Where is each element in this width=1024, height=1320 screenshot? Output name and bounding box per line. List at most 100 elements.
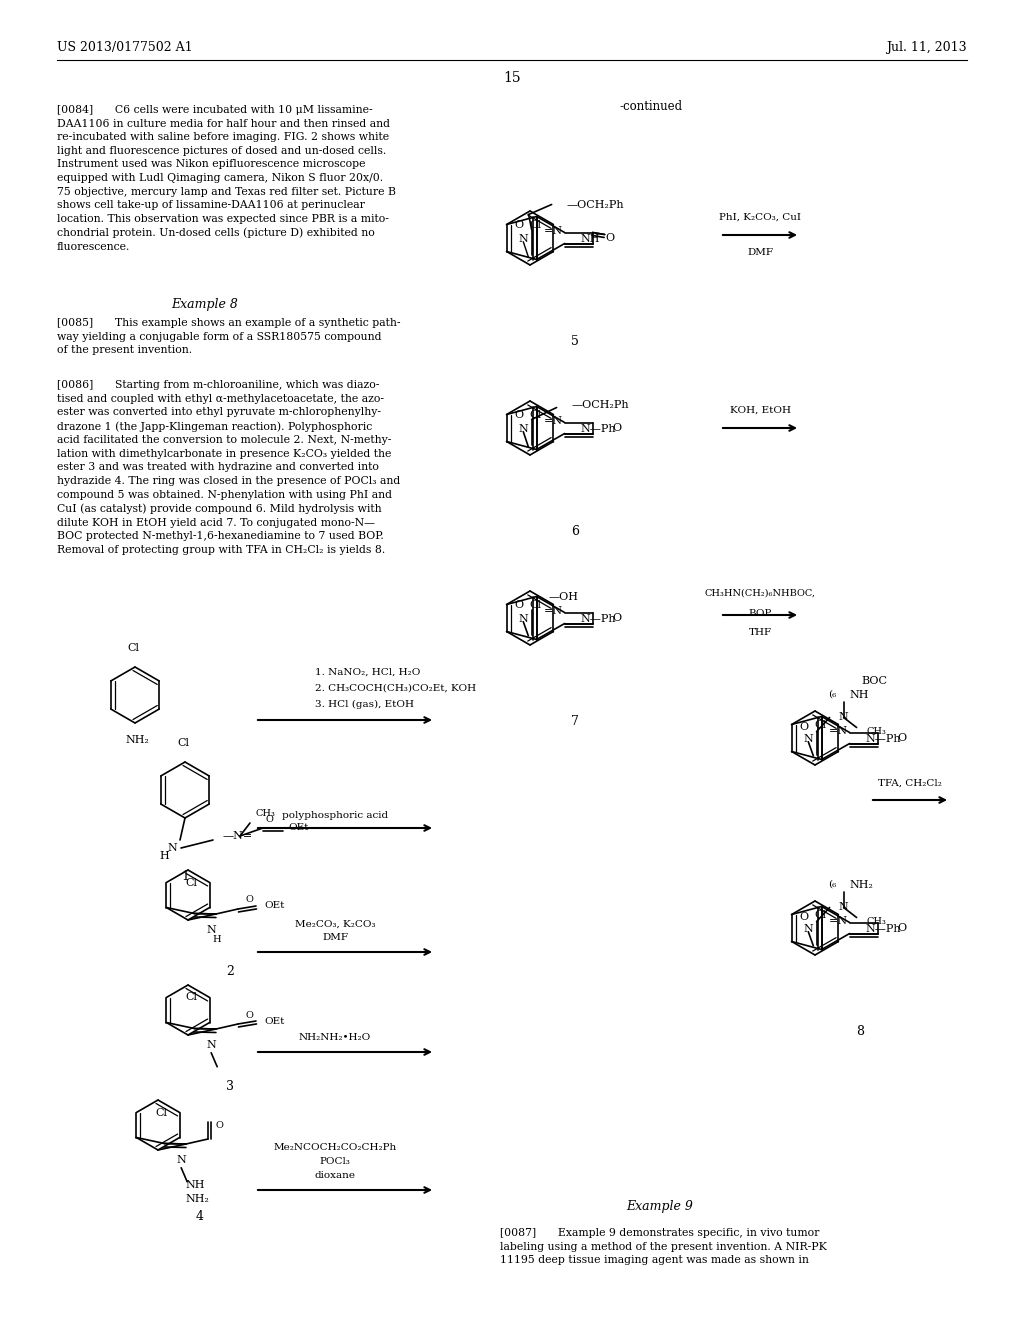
Text: THF: THF	[749, 628, 771, 638]
Text: Cl: Cl	[177, 738, 189, 748]
Text: NH₂: NH₂	[850, 879, 873, 890]
Text: N—Ph: N—Ph	[865, 734, 901, 743]
Text: N: N	[206, 1040, 216, 1049]
Text: O: O	[800, 912, 809, 921]
Text: Cl: Cl	[185, 878, 198, 887]
Text: [0086]  Starting from m-chloroaniline, which was diazo-
tised and coupled with e: [0086] Starting from m-chloroaniline, wh…	[57, 380, 400, 554]
Text: OEt: OEt	[264, 902, 285, 911]
Text: PhI, K₂CO₃, CuI: PhI, K₂CO₃, CuI	[719, 213, 801, 222]
Text: NH₂: NH₂	[125, 735, 148, 744]
Text: O: O	[514, 599, 523, 610]
Text: CH₃HN(CH₂)₆NHBOC,: CH₃HN(CH₂)₆NHBOC,	[705, 589, 815, 598]
Text: O: O	[246, 1011, 254, 1019]
Text: —N=: —N=	[223, 832, 253, 841]
Text: N: N	[518, 614, 528, 624]
Text: O: O	[898, 733, 906, 743]
Text: 2: 2	[226, 965, 233, 978]
Text: polyphosphoric acid: polyphosphoric acid	[282, 810, 388, 820]
Text: N: N	[518, 424, 528, 434]
Text: Cl: Cl	[814, 909, 826, 920]
Text: Jul. 11, 2013: Jul. 11, 2013	[887, 41, 967, 54]
Text: dioxane: dioxane	[314, 1172, 355, 1180]
Text: BOC: BOC	[861, 676, 888, 686]
Text: Me₂CO₃, K₂CO₃: Me₂CO₃, K₂CO₃	[295, 920, 375, 928]
Text: =N: =N	[544, 606, 562, 616]
Text: N: N	[518, 234, 528, 244]
Text: N: N	[206, 925, 216, 935]
Text: 5: 5	[571, 335, 579, 348]
Text: N: N	[804, 734, 813, 743]
Text: —OH: —OH	[549, 593, 579, 602]
Text: Cl: Cl	[529, 599, 542, 610]
Text: (₆: (₆	[828, 880, 837, 888]
Text: O: O	[605, 234, 614, 243]
Text: Cl: Cl	[814, 719, 826, 730]
Text: O: O	[216, 1122, 224, 1130]
Text: Cl: Cl	[529, 409, 542, 420]
Text: 2. CH₃COCH(CH₃)CO₂Et, KOH: 2. CH₃COCH(CH₃)CO₂Et, KOH	[315, 684, 476, 693]
Text: N: N	[839, 903, 849, 912]
Text: 1. NaNO₂, HCl, H₂O: 1. NaNO₂, HCl, H₂O	[315, 668, 421, 676]
Text: Cl: Cl	[156, 1107, 168, 1118]
Text: Cl: Cl	[529, 219, 542, 230]
Text: H: H	[160, 851, 169, 861]
Text: 1: 1	[181, 870, 189, 883]
Text: Example 8: Example 8	[172, 298, 239, 312]
Text: O: O	[612, 612, 622, 623]
Text: N: N	[804, 924, 813, 933]
Text: NH: NH	[850, 689, 869, 700]
Text: =N: =N	[828, 726, 848, 737]
Text: 3. HCl (gas), EtOH: 3. HCl (gas), EtOH	[315, 700, 414, 709]
Text: Example 9: Example 9	[627, 1200, 693, 1213]
Text: N: N	[839, 713, 849, 722]
Text: N—Ph: N—Ph	[581, 614, 616, 623]
Text: =N: =N	[544, 417, 562, 426]
Text: POCl₃: POCl₃	[319, 1158, 350, 1167]
Text: 15: 15	[503, 71, 521, 84]
Text: TFA, CH₂Cl₂: TFA, CH₂Cl₂	[878, 779, 942, 788]
Text: O: O	[265, 816, 272, 825]
Text: NH: NH	[185, 1180, 205, 1189]
Text: [0087]  Example 9 demonstrates specific, in vivo tumor
labeling using a method o: [0087] Example 9 demonstrates specific, …	[500, 1228, 826, 1265]
Text: NH₂NH₂•H₂O: NH₂NH₂•H₂O	[299, 1034, 371, 1043]
Text: (₆: (₆	[828, 690, 837, 700]
Text: CH₃: CH₃	[866, 917, 887, 927]
Text: O: O	[612, 422, 622, 433]
Text: N—Ph: N—Ph	[581, 424, 616, 433]
Text: —OCH₂Ph: —OCH₂Ph	[566, 199, 625, 210]
Text: [0085]  This example shows an example of a synthetic path-
way yielding a conjug: [0085] This example shows an example of …	[57, 318, 400, 355]
Text: US 2013/0177502 A1: US 2013/0177502 A1	[57, 41, 193, 54]
Text: O: O	[514, 409, 523, 420]
Text: O: O	[514, 219, 523, 230]
Text: 8: 8	[856, 1026, 864, 1038]
Text: N—Ph: N—Ph	[865, 924, 901, 933]
Text: 6: 6	[571, 525, 579, 539]
Text: 3: 3	[226, 1080, 234, 1093]
Text: -continued: -continued	[620, 100, 683, 114]
Text: —OCH₂Ph: —OCH₂Ph	[571, 400, 629, 409]
Text: DMF: DMF	[746, 248, 773, 257]
Text: N: N	[176, 1155, 186, 1164]
Text: H: H	[213, 936, 221, 944]
Text: OEt: OEt	[264, 1016, 285, 1026]
Text: =N: =N	[828, 916, 848, 927]
Text: O: O	[898, 923, 906, 933]
Text: =N: =N	[544, 227, 562, 236]
Text: 4: 4	[196, 1210, 204, 1224]
Text: Cl: Cl	[127, 643, 139, 653]
Text: CH₃: CH₃	[866, 727, 887, 737]
Text: O: O	[246, 895, 254, 904]
Text: [0084]  C6 cells were incubated with 10 μM lissamine-
DAA1106 in culture media f: [0084] C6 cells were incubated with 10 μ…	[57, 106, 396, 252]
Text: Cl: Cl	[185, 993, 198, 1002]
Text: 7: 7	[571, 715, 579, 729]
Text: N: N	[167, 843, 177, 853]
Text: NH₂: NH₂	[185, 1193, 209, 1204]
Text: O: O	[800, 722, 809, 731]
Text: KOH, EtOH: KOH, EtOH	[729, 407, 791, 414]
Text: NH: NH	[581, 234, 600, 243]
Text: BOP: BOP	[749, 610, 772, 619]
Text: Me₂NCOCH₂CO₂CH₂Ph: Me₂NCOCH₂CO₂CH₂Ph	[273, 1143, 396, 1152]
Text: CH₃: CH₃	[255, 809, 274, 818]
Text: DMF: DMF	[322, 933, 348, 942]
Text: OEt: OEt	[288, 824, 308, 833]
